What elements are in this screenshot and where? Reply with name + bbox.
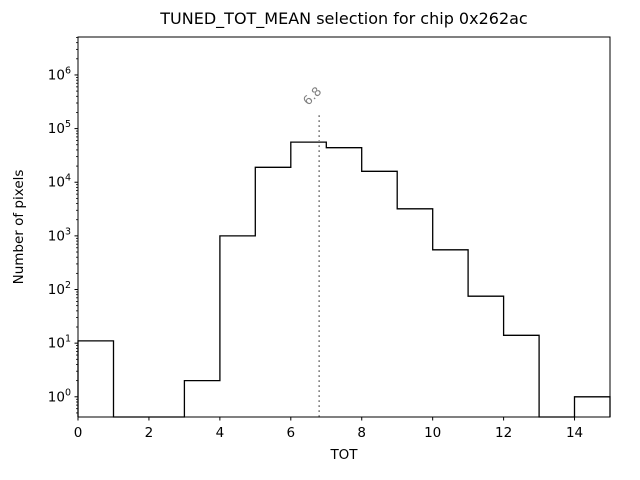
x-tick-label: 0	[74, 425, 83, 441]
y-tick-label: 101	[48, 334, 71, 352]
x-tick-label: 4	[216, 425, 225, 441]
y-tick-label: 106	[48, 65, 71, 83]
x-tick-label: 10	[424, 425, 441, 441]
x-axis-label: TOT	[330, 447, 358, 463]
x-tick-label: 2	[145, 425, 154, 441]
y-tick-label: 104	[48, 173, 71, 191]
histogram-line	[77, 141, 611, 418]
axes-frame	[77, 36, 611, 418]
x-tick-label: 12	[495, 425, 512, 441]
x-ticks: 0 2 4 6 8 10 12 14	[74, 417, 583, 441]
chart-title: TUNED_TOT_MEAN selection for chip 0x262a…	[160, 9, 528, 28]
x-tick-label: 6	[287, 425, 296, 441]
y-tick-label: 105	[48, 119, 71, 137]
x-tick-label: 14	[566, 425, 583, 441]
y-tick-label: 100	[48, 387, 71, 405]
y-ticks: 100 101 102 103 104 105 106	[48, 65, 78, 405]
threshold-label: 6.8	[300, 83, 325, 108]
y-tick-label: 102	[48, 280, 71, 298]
x-tick-label: 8	[357, 425, 366, 441]
y-tick-label: 103	[48, 226, 71, 244]
y-minor-ticks	[76, 37, 78, 414]
